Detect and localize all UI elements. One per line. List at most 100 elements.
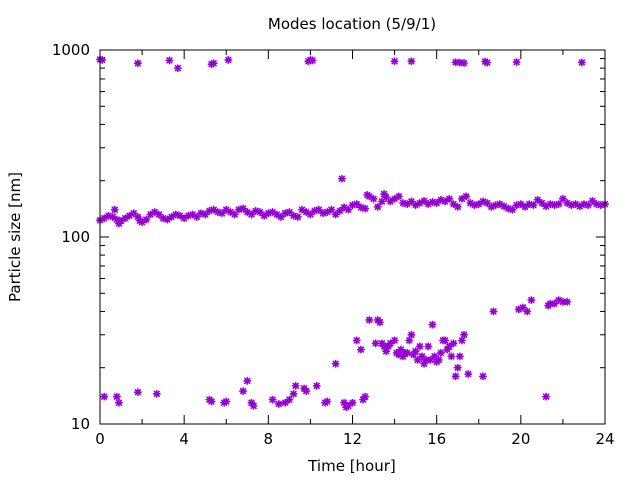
data-point <box>361 204 370 213</box>
data-point <box>285 395 294 404</box>
data-point <box>424 342 433 351</box>
data-point <box>390 57 399 66</box>
data-point <box>447 352 456 361</box>
data-point <box>455 352 464 361</box>
axis-ticks <box>99 49 606 425</box>
data-point <box>390 194 399 203</box>
data-point <box>239 387 248 396</box>
data-point <box>405 336 414 345</box>
data-point <box>142 215 151 224</box>
data-point <box>558 194 567 203</box>
data-point <box>352 336 361 345</box>
data-point <box>434 355 443 364</box>
y-tick-label: 1000 <box>52 41 90 59</box>
data-point <box>460 59 469 68</box>
chart-title: Modes location (5/9/1) <box>268 15 436 33</box>
data-point <box>173 64 182 73</box>
data-point <box>489 307 498 316</box>
data-point <box>428 320 437 329</box>
data-point <box>527 296 536 305</box>
data-point <box>371 339 380 348</box>
data-point <box>365 192 374 201</box>
data-point <box>483 198 492 207</box>
y-tick-label: 10 <box>71 415 90 433</box>
x-axis-label: Time [hour] <box>307 457 396 475</box>
data-point <box>224 55 233 64</box>
data-point <box>207 397 216 406</box>
data-point <box>453 363 462 372</box>
data-point <box>460 330 469 339</box>
data-point <box>407 197 416 206</box>
data-point <box>348 398 357 407</box>
data-point <box>308 56 317 65</box>
data-point <box>373 202 382 211</box>
x-tick-label: 20 <box>511 430 530 448</box>
data-point <box>403 348 412 357</box>
data-point <box>133 59 142 68</box>
x-tick-label: 12 <box>343 430 362 448</box>
data-point <box>415 342 424 351</box>
tick-labels: 0 4 8 12 16 20 24 10 100 1000 <box>52 41 615 448</box>
data-point <box>323 397 332 406</box>
data-point <box>331 359 340 368</box>
data-point <box>165 56 174 65</box>
data-point <box>369 194 378 203</box>
data-point <box>457 336 466 345</box>
data-point <box>445 194 454 203</box>
data-point <box>337 174 346 183</box>
data-point <box>375 318 384 327</box>
data-point <box>100 392 109 401</box>
data-point <box>478 372 487 381</box>
data-point <box>112 392 121 401</box>
data-point <box>407 330 416 339</box>
data-point <box>407 57 416 66</box>
data-point <box>483 58 492 67</box>
data-point <box>577 58 586 67</box>
data-point <box>464 370 473 379</box>
data-point <box>243 376 252 385</box>
data-point <box>411 347 420 356</box>
y-tick-label: 100 <box>61 228 90 246</box>
data-point <box>542 392 551 401</box>
data-point <box>274 399 283 408</box>
data-points <box>96 55 610 412</box>
data-point <box>436 348 445 357</box>
data-point <box>230 210 239 219</box>
data-point <box>365 315 374 324</box>
x-tick-label: 16 <box>427 430 446 448</box>
data-point <box>512 58 521 67</box>
data-point <box>462 192 471 201</box>
data-point <box>361 392 370 401</box>
data-point <box>523 307 532 316</box>
data-point <box>180 214 189 223</box>
data-point <box>291 381 300 390</box>
data-point <box>293 212 302 221</box>
x-tick-label: 24 <box>595 430 614 448</box>
data-point <box>108 212 117 221</box>
data-point <box>394 192 403 201</box>
data-point <box>563 297 572 306</box>
data-point <box>268 395 277 404</box>
plot-frame <box>99 49 606 425</box>
data-point <box>449 339 458 348</box>
data-point <box>114 398 123 407</box>
data-point <box>110 205 119 214</box>
data-point <box>596 201 605 210</box>
data-point <box>133 388 142 397</box>
x-tick-label: 0 <box>95 430 105 448</box>
data-point <box>441 336 450 345</box>
data-point <box>121 214 130 223</box>
data-point <box>529 201 538 210</box>
data-point <box>302 387 311 396</box>
data-point <box>312 381 321 390</box>
data-point <box>495 200 504 209</box>
x-tick-label: 4 <box>179 430 189 448</box>
data-point <box>222 397 231 406</box>
data-point <box>152 389 161 398</box>
data-point <box>289 389 298 398</box>
x-tick-label: 8 <box>264 430 274 448</box>
data-point <box>209 59 218 68</box>
data-point <box>554 200 563 209</box>
data-point <box>356 345 365 354</box>
